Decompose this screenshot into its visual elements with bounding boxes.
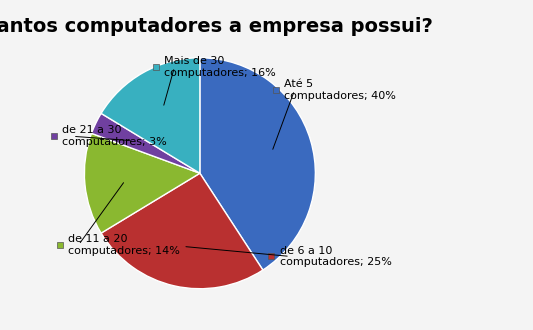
Text: de 6 a 10
computadores; 25%: de 6 a 10 computadores; 25%: [280, 246, 391, 267]
Text: de 11 a 20
computadores; 14%: de 11 a 20 computadores; 14%: [68, 234, 180, 256]
Text: Mais de 30
computadores; 16%: Mais de 30 computadores; 16%: [164, 56, 276, 78]
Wedge shape: [101, 173, 263, 289]
Wedge shape: [101, 58, 200, 173]
Wedge shape: [200, 58, 316, 270]
Title: Quantos computadores a empresa possui?: Quantos computadores a empresa possui?: [0, 17, 433, 36]
Text: Até 5
computadores; 40%: Até 5 computadores; 40%: [284, 79, 396, 101]
Text: de 21 a 30
computadores; 3%: de 21 a 30 computadores; 3%: [62, 125, 167, 147]
Wedge shape: [84, 133, 200, 233]
Wedge shape: [92, 114, 200, 173]
